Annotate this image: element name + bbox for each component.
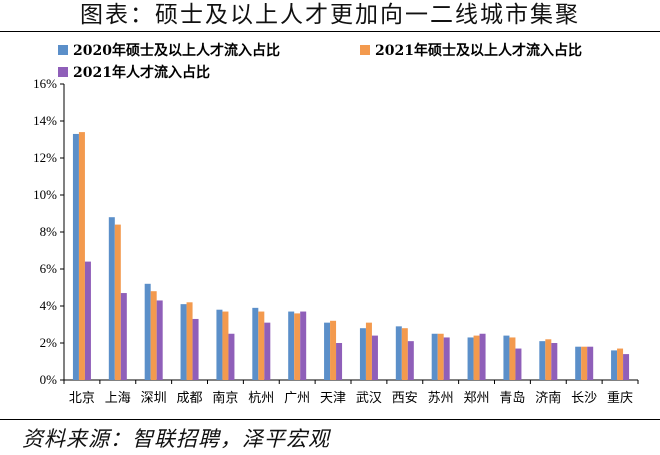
bar	[611, 350, 618, 380]
bar	[515, 348, 522, 380]
bar	[84, 261, 91, 380]
source-note: 资料来源：智联招聘，泽平宏观	[22, 427, 330, 451]
legend-swatch	[58, 67, 68, 77]
x-tick-label: 广州	[284, 391, 310, 406]
y-tick-label: 12%	[33, 150, 57, 165]
x-tick-label: 济南	[535, 390, 561, 406]
y-tick-label: 0%	[40, 372, 58, 387]
x-tick-label: 长沙	[571, 391, 597, 406]
legend-swatch	[58, 45, 68, 55]
y-tick-label: 14%	[33, 113, 57, 128]
y-tick-label: 10%	[33, 187, 57, 202]
bar	[228, 333, 235, 380]
bar	[539, 341, 546, 380]
bar	[180, 304, 187, 380]
y-tick-label: 6%	[40, 261, 58, 276]
bar	[407, 341, 414, 380]
chart-title: 图表：硕士及以上人才更加向一二线城市集聚	[80, 2, 580, 28]
bar	[503, 335, 510, 380]
bar	[192, 318, 199, 380]
x-tick-label: 青岛	[499, 390, 525, 406]
bar	[156, 300, 163, 380]
bar	[467, 337, 474, 380]
legend-item-series-3: 2021年人才流入占比	[58, 62, 210, 82]
bar	[623, 354, 630, 380]
bar	[437, 333, 444, 380]
legend-item-series-2: 2021年硕士及以上人才流入占比	[360, 40, 582, 60]
title-divider	[0, 31, 660, 32]
bar	[371, 335, 378, 380]
bar	[150, 291, 157, 380]
bar	[336, 343, 343, 380]
bar	[473, 335, 480, 380]
footer-divider	[0, 419, 660, 420]
x-tick-label: 武汉	[356, 391, 382, 406]
bar	[359, 328, 366, 380]
legend-label: 2021年硕士及以上人才流入占比	[375, 43, 582, 59]
bar	[222, 311, 229, 380]
bar	[108, 217, 115, 380]
y-tick-label: 16%	[33, 76, 57, 91]
y-tick-label: 4%	[40, 298, 58, 313]
x-tick-label: 南京	[212, 390, 238, 406]
bar	[479, 333, 486, 380]
x-tick-label: 杭州	[248, 391, 274, 406]
bar	[216, 309, 223, 380]
bar	[401, 328, 408, 380]
legend-label: 2021年人才流入占比	[73, 65, 210, 81]
bar	[72, 133, 79, 380]
x-tick-label: 深圳	[141, 391, 167, 406]
bar	[587, 346, 594, 380]
legend-item-series-1: 2020年硕士及以上人才流入占比	[58, 40, 280, 60]
x-tick-label: 上海	[105, 391, 131, 406]
bar	[144, 283, 151, 380]
bar	[264, 322, 271, 380]
bar	[114, 224, 121, 380]
bar	[186, 302, 193, 380]
x-tick-label: 苏州	[428, 390, 454, 406]
bar	[581, 346, 588, 380]
bar	[120, 293, 127, 380]
bar	[395, 326, 402, 380]
x-tick-label: 天津	[320, 391, 346, 406]
bar	[575, 346, 582, 380]
x-tick-label: 北京	[69, 391, 95, 406]
bar	[365, 322, 372, 380]
chart-panel: 2020年硕士及以上人才流入占比 2021年硕士及以上人才流入占比 2021年人…	[0, 32, 660, 419]
x-tick-label: 西安	[392, 391, 418, 406]
bar-chart: 0% 2% 4% 6% 8% 10% 12% 14% 16% 北京 上海 深圳 成都 南京 杭州 广州 天津 武汉…	[33, 76, 639, 406]
y-tick-label: 8%	[40, 224, 58, 239]
bar	[252, 307, 259, 380]
x-tick-label: 郑州	[464, 391, 490, 406]
bar	[258, 311, 265, 380]
bar	[330, 320, 337, 380]
y-tick-label: 2%	[40, 335, 58, 350]
x-tick-label: 成都	[177, 391, 203, 406]
bar	[288, 311, 295, 380]
bar	[617, 348, 624, 380]
bar	[324, 322, 331, 380]
bar	[431, 333, 438, 380]
bar	[78, 132, 85, 380]
bar	[509, 337, 516, 380]
bar	[443, 337, 450, 380]
x-tick-label: 重庆	[607, 390, 633, 406]
legend-swatch	[360, 45, 370, 55]
legend-label: 2020年硕士及以上人才流入占比	[73, 43, 280, 59]
bar	[545, 339, 552, 380]
bar	[294, 313, 301, 380]
bar	[300, 311, 307, 380]
bar	[551, 343, 558, 380]
